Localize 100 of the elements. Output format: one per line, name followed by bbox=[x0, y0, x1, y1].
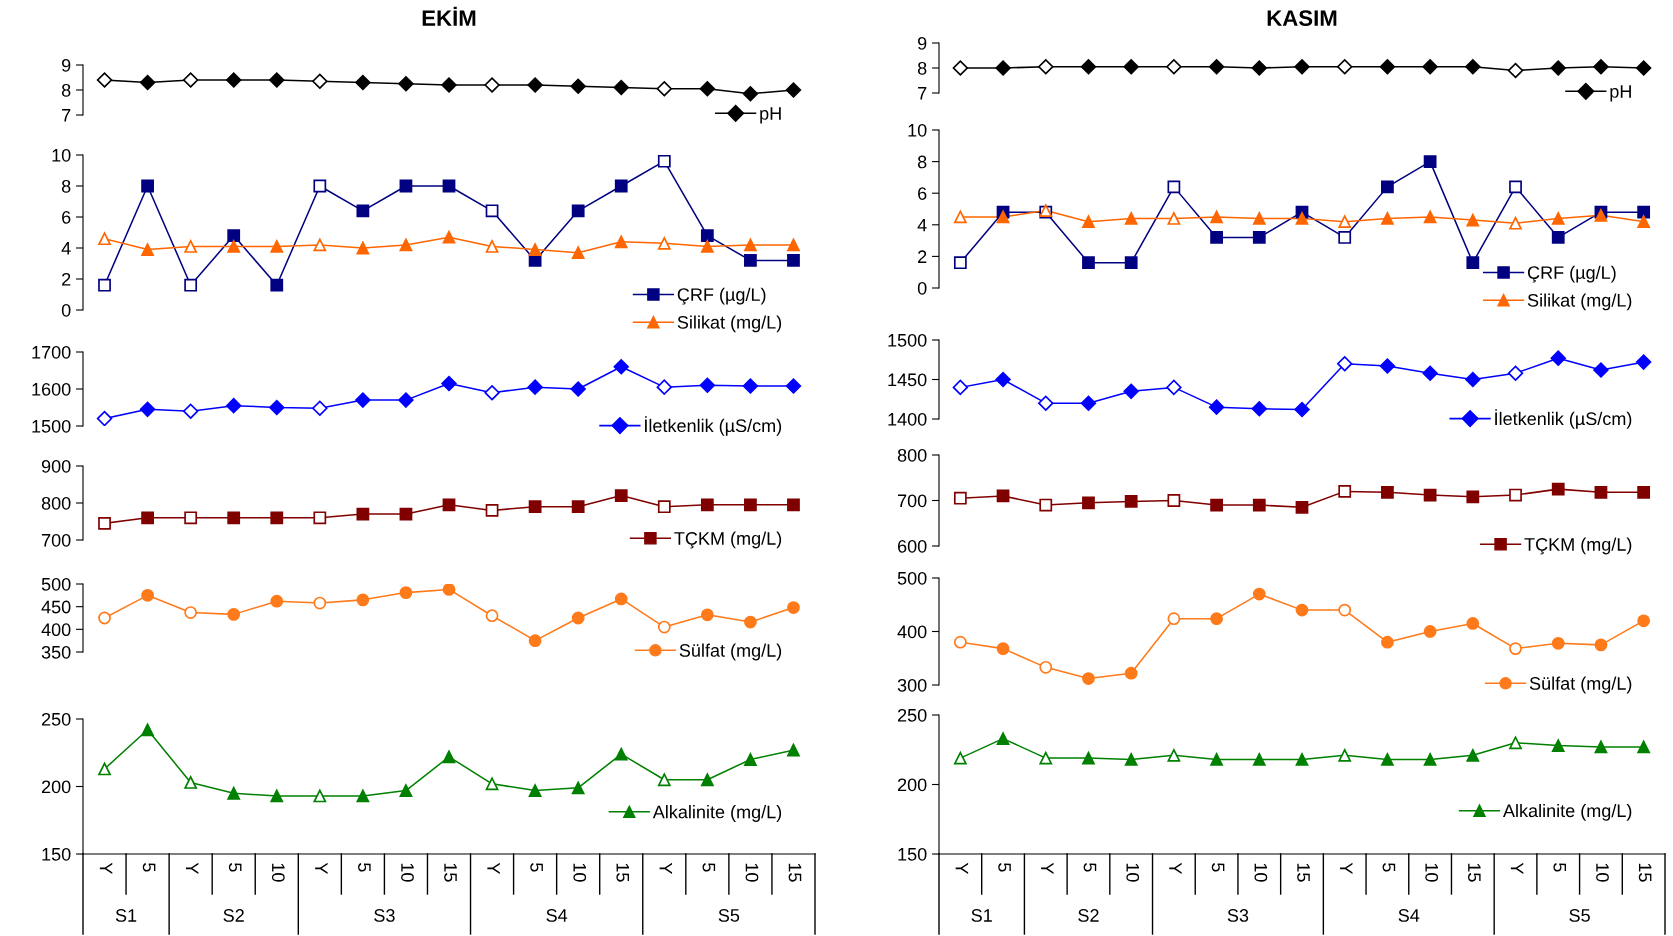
text: S2 bbox=[1078, 909, 1099, 922]
x-tick-label: 10 bbox=[401, 863, 414, 882]
y-tick-label: 9 bbox=[918, 36, 927, 50]
x-tick-label: 5 bbox=[702, 863, 716, 872]
x-tick-label: Y bbox=[955, 862, 969, 874]
y-tick-label: 300 bbox=[897, 678, 927, 692]
x-tick-label: Y bbox=[487, 862, 500, 874]
y-tick-label: 250 bbox=[41, 712, 71, 726]
x-tick-label: 15 bbox=[444, 863, 457, 882]
x-tick-label: Y bbox=[1041, 862, 1054, 874]
x-tick-label: 5 bbox=[1382, 863, 1396, 872]
y-tick-label: 2 bbox=[918, 250, 927, 263]
legend-label: Sülfat (mg/L) bbox=[679, 643, 782, 661]
text: S4 bbox=[1398, 909, 1420, 922]
text: S4 bbox=[546, 909, 568, 922]
y-tick-label: 200 bbox=[897, 778, 927, 792]
legend-label: pH bbox=[760, 107, 781, 124]
y-tick-label: 150 bbox=[42, 847, 71, 861]
legend-label: İletkenlik (µS/cm) bbox=[645, 416, 782, 436]
x-tick-label: Y bbox=[1340, 862, 1353, 874]
x-tick-label: 10 bbox=[1425, 863, 1439, 882]
x-tick-label: 15 bbox=[788, 863, 802, 882]
text: S5 bbox=[718, 909, 740, 922]
y-tick-label: 450 bbox=[41, 600, 71, 614]
y-tick-label: 150 bbox=[898, 847, 927, 861]
x-tick-label: Y bbox=[185, 862, 199, 874]
y-tick-label: 9 bbox=[62, 58, 71, 72]
x-tick-label: Y bbox=[1510, 862, 1524, 874]
y-tick-label: 1500 bbox=[32, 419, 71, 433]
y-tick-label: 4 bbox=[917, 218, 927, 232]
x-tick-label: 5 bbox=[1083, 863, 1097, 872]
x-tick-label: 5 bbox=[358, 863, 371, 872]
text: S3 bbox=[1227, 909, 1249, 922]
y-tick-label: 1450 bbox=[888, 373, 927, 387]
y-tick-label: 800 bbox=[41, 496, 71, 510]
y-tick-label: 500 bbox=[897, 571, 927, 585]
y-tick-label: 250 bbox=[897, 708, 927, 722]
y-tick-label: 0 bbox=[61, 303, 71, 317]
text: S3 bbox=[374, 909, 395, 922]
legend-label: Silikat (mg/L) bbox=[677, 315, 782, 333]
text: S1 bbox=[115, 909, 137, 922]
chart-title: EKİM bbox=[422, 6, 476, 26]
y-tick-label: 4 bbox=[61, 242, 71, 255]
x-tick-label: 10 bbox=[1254, 863, 1268, 882]
y-tick-label: 700 bbox=[42, 533, 71, 547]
x-tick-label: 15 bbox=[1638, 863, 1652, 882]
legend-label: TÇKM (mg/L) bbox=[674, 531, 782, 549]
legend-label: Alkalinite (mg/L) bbox=[652, 805, 782, 822]
x-tick-label: Y bbox=[99, 862, 113, 874]
y-tick-label: 0 bbox=[917, 281, 927, 295]
x-tick-label: 5 bbox=[530, 863, 543, 872]
y-tick-label: 8 bbox=[61, 83, 71, 97]
y-tick-label: 800 bbox=[897, 448, 927, 462]
y-tick-label: 600 bbox=[897, 539, 927, 553]
y-tick-label: 700 bbox=[898, 494, 927, 508]
x-tick-label: 5 bbox=[228, 863, 242, 872]
legend-label: Alkalinite (mg/L) bbox=[1502, 803, 1632, 821]
x-tick-label: 5 bbox=[142, 863, 156, 872]
x-tick-label: 10 bbox=[745, 863, 759, 882]
text: S2 bbox=[223, 909, 244, 922]
legend-label: ÇRF (µg/L) bbox=[677, 287, 766, 305]
y-tick-label: 10 bbox=[908, 123, 927, 137]
x-tick-label: Y bbox=[1169, 862, 1182, 874]
x-tick-label: 5 bbox=[1553, 863, 1566, 872]
x-tick-label: Y bbox=[659, 862, 673, 874]
y-tick-label: 1500 bbox=[888, 333, 927, 347]
y-tick-label: 1400 bbox=[888, 412, 927, 426]
x-tick-label: 10 bbox=[271, 863, 285, 882]
y-tick-label: 350 bbox=[41, 645, 71, 659]
y-tick-label: 2 bbox=[62, 272, 71, 286]
x-tick-label: 15 bbox=[1297, 863, 1310, 882]
text: S5 bbox=[1569, 909, 1590, 922]
x-tick-label: 10 bbox=[1126, 863, 1140, 882]
x-tick-label: 15 bbox=[616, 863, 629, 882]
y-tick-label: 10 bbox=[52, 148, 71, 162]
legend-label: İletkenlik (µS/cm) bbox=[1495, 409, 1632, 429]
x-tick-label: 5 bbox=[998, 863, 1011, 872]
y-tick-label: 1700 bbox=[32, 345, 71, 359]
legend-label: pH bbox=[1610, 85, 1631, 102]
x-tick-label: 10 bbox=[573, 863, 587, 882]
x-tick-label: 5 bbox=[1211, 863, 1225, 872]
x-tick-label: Y bbox=[315, 862, 328, 874]
chart-title: KASIM bbox=[1267, 10, 1337, 26]
y-tick-label: 8 bbox=[61, 179, 71, 193]
legend-label: TÇKM (mg/L) bbox=[1524, 537, 1632, 555]
y-tick-label: 6 bbox=[918, 187, 927, 200]
legend-label: Silikat (mg/L) bbox=[1527, 293, 1632, 311]
y-tick-label: 900 bbox=[41, 459, 71, 473]
y-tick-label: 400 bbox=[41, 623, 71, 637]
y-tick-label: 1600 bbox=[32, 382, 71, 396]
y-tick-label: 200 bbox=[41, 780, 71, 794]
y-tick-label: 7 bbox=[62, 109, 71, 122]
x-tick-label: 15 bbox=[1467, 863, 1481, 882]
y-tick-label: 500 bbox=[41, 577, 71, 591]
legend-label: Sülfat (mg/L) bbox=[1529, 676, 1632, 694]
y-tick-label: 8 bbox=[917, 61, 927, 75]
y-tick-label: 6 bbox=[62, 210, 71, 224]
text: S1 bbox=[971, 909, 992, 922]
y-tick-label: 8 bbox=[917, 155, 927, 169]
y-tick-label: 7 bbox=[918, 87, 927, 100]
